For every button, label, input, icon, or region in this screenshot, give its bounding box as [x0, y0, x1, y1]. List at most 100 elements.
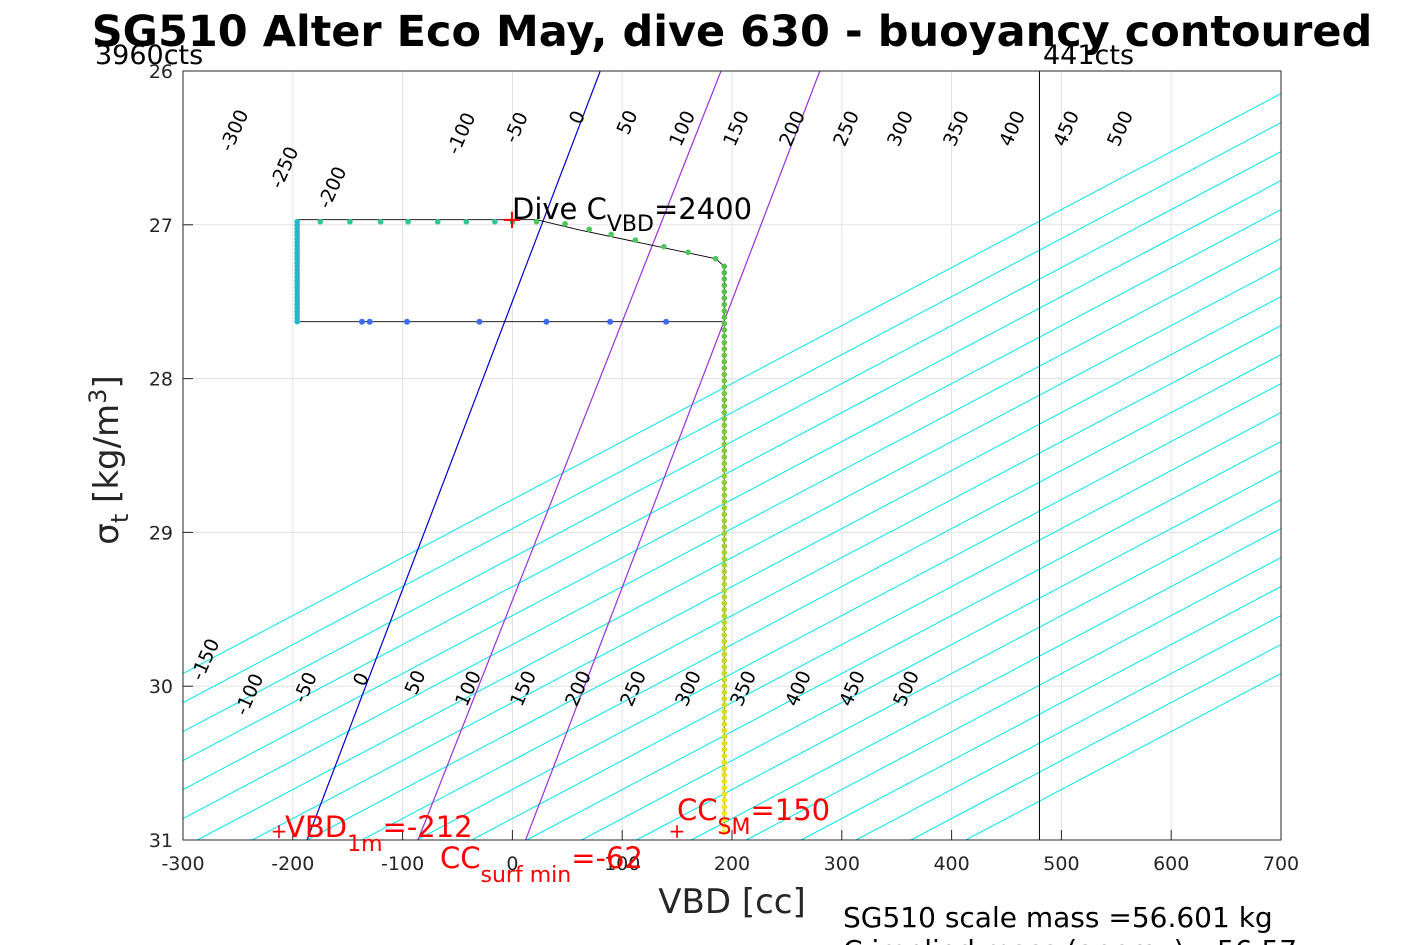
profile-point-lower-0 [358, 318, 365, 325]
profile-point-right-12 [721, 339, 728, 346]
profile-point-upper-2 [377, 218, 384, 225]
profile-point-right-14 [721, 352, 728, 359]
x-tick-label-6: 300 [824, 853, 860, 875]
profile-point-right-68 [721, 695, 728, 702]
y-axis-label: σt [kg/m3] [84, 375, 134, 544]
profile-point-right-38 [721, 505, 728, 511]
profile-point-right-63 [721, 664, 728, 670]
profile-point-right-3 [721, 282, 728, 289]
profile-point-right-1 [721, 269, 728, 276]
profile-point-right-4 [721, 288, 728, 295]
profile-point-right-6 [721, 301, 728, 308]
y-tick-label-2: 28 [149, 369, 173, 391]
profile-point-right-32 [721, 467, 728, 473]
contour-line-19 [910, 643, 1281, 840]
profile-point-upper-9 [562, 220, 568, 227]
contour-line-12 [526, 441, 1281, 840]
profile-point-right-48 [721, 568, 728, 575]
svg-text:σt [kg/m3]: σt [kg/m3] [84, 375, 134, 544]
profile-point-lower-6 [663, 318, 670, 325]
profile-point-lower-1 [366, 318, 373, 325]
profile-point-right-75 [721, 740, 728, 747]
contour-line-8 [306, 325, 1281, 840]
x-axis-label: VBD [cc] [658, 882, 806, 922]
profile-point-right-20 [721, 390, 728, 397]
profile-point-right-86 [721, 810, 728, 817]
profile-point-right-50 [721, 581, 728, 588]
profile-point-upper-1 [347, 218, 353, 225]
x-tick-label-1: -200 [271, 853, 314, 875]
profile-point-left-29 [294, 318, 300, 325]
profile-point-right-84 [721, 797, 728, 804]
y-label-unit: [kg/m [87, 404, 127, 503]
profile-point-right-82 [721, 784, 728, 791]
contour-line-15 [691, 528, 1281, 840]
profile-point-right-37 [721, 498, 728, 505]
y-label-sup: 3 [84, 389, 112, 404]
profile-point-upper-12 [632, 237, 639, 243]
profile-point-right-45 [721, 549, 728, 556]
buoyancy-contours [183, 93, 1281, 840]
profile-point-right-17 [721, 371, 728, 378]
profile-point-right-87 [721, 816, 728, 823]
profile-point-upper-10 [586, 226, 593, 233]
profile-point-right-40 [721, 517, 728, 524]
profile-point-right-26 [721, 428, 728, 435]
profile-point-upper-3 [405, 218, 411, 225]
contour-line-11 [471, 412, 1281, 840]
profile-point-right-55 [721, 613, 728, 619]
profile-point-right-28 [721, 441, 728, 448]
profile-point-right-59 [721, 638, 728, 645]
profile-point-right-27 [721, 435, 728, 441]
profile-point-right-71 [721, 715, 728, 721]
profile-point-lower-5 [607, 318, 614, 325]
contour-line-2 [183, 151, 1281, 733]
profile-point-right-52 [721, 594, 728, 600]
profile-point-right-56 [721, 619, 728, 626]
x-tick-label-3: 0 [506, 853, 518, 875]
profile-point-upper-5 [463, 218, 470, 225]
profile-point-right-21 [721, 397, 728, 403]
profile-point-right-65 [721, 676, 728, 683]
profile-point-right-57 [721, 626, 728, 632]
contour-line-7 [251, 296, 1281, 840]
profile-point-right-43 [721, 536, 728, 543]
y-label-close: ] [87, 375, 127, 388]
profile-point-right-25 [721, 422, 728, 429]
profile-point-right-62 [721, 657, 728, 664]
profile-point-right-79 [721, 765, 728, 772]
profile-point-right-22 [721, 403, 728, 410]
top-right-cts-label: 441cts [1043, 40, 1134, 71]
x-tick-label-0: -300 [161, 853, 204, 875]
chart-title: SG510 Alter Eco May, dive 630 - buoyancy… [92, 7, 1373, 57]
profile-point-right-46 [721, 556, 728, 562]
profile-point-right-36 [721, 492, 728, 499]
contour-line-20 [965, 672, 1281, 840]
dive-profile [294, 218, 728, 836]
profile-point-right-77 [721, 753, 728, 759]
contour-line-10 [416, 383, 1281, 840]
profile-point-right-35 [721, 486, 728, 492]
profile-point-right-33 [721, 473, 728, 479]
profile-point-right-23 [721, 409, 728, 416]
dive-cvbd-annotation: Dive CVBD=2400 [512, 192, 752, 237]
contour-line-1 [183, 122, 1281, 704]
profile-point-upper-4 [434, 218, 441, 225]
profile-point-upper-11 [608, 231, 615, 238]
contour-line-13 [581, 470, 1281, 840]
reference-lines [306, 71, 1040, 840]
profile-point-right-76 [721, 746, 728, 753]
profile-point-upper-6 [492, 218, 498, 225]
reference-line-2 [525, 71, 821, 840]
profile-point-right-18 [721, 377, 728, 384]
profile-point-lower-4 [543, 318, 550, 325]
contour-line-4 [183, 209, 1281, 791]
profile-point-right-47 [721, 562, 728, 569]
x-tick-label-8: 500 [1043, 853, 1079, 875]
profile-point-right-19 [721, 384, 728, 390]
profile-point-right-5 [721, 295, 728, 301]
profile-point-upper-8 [533, 218, 540, 225]
profile-point-right-0 [721, 263, 728, 270]
profile-point-upper-15 [712, 255, 719, 262]
